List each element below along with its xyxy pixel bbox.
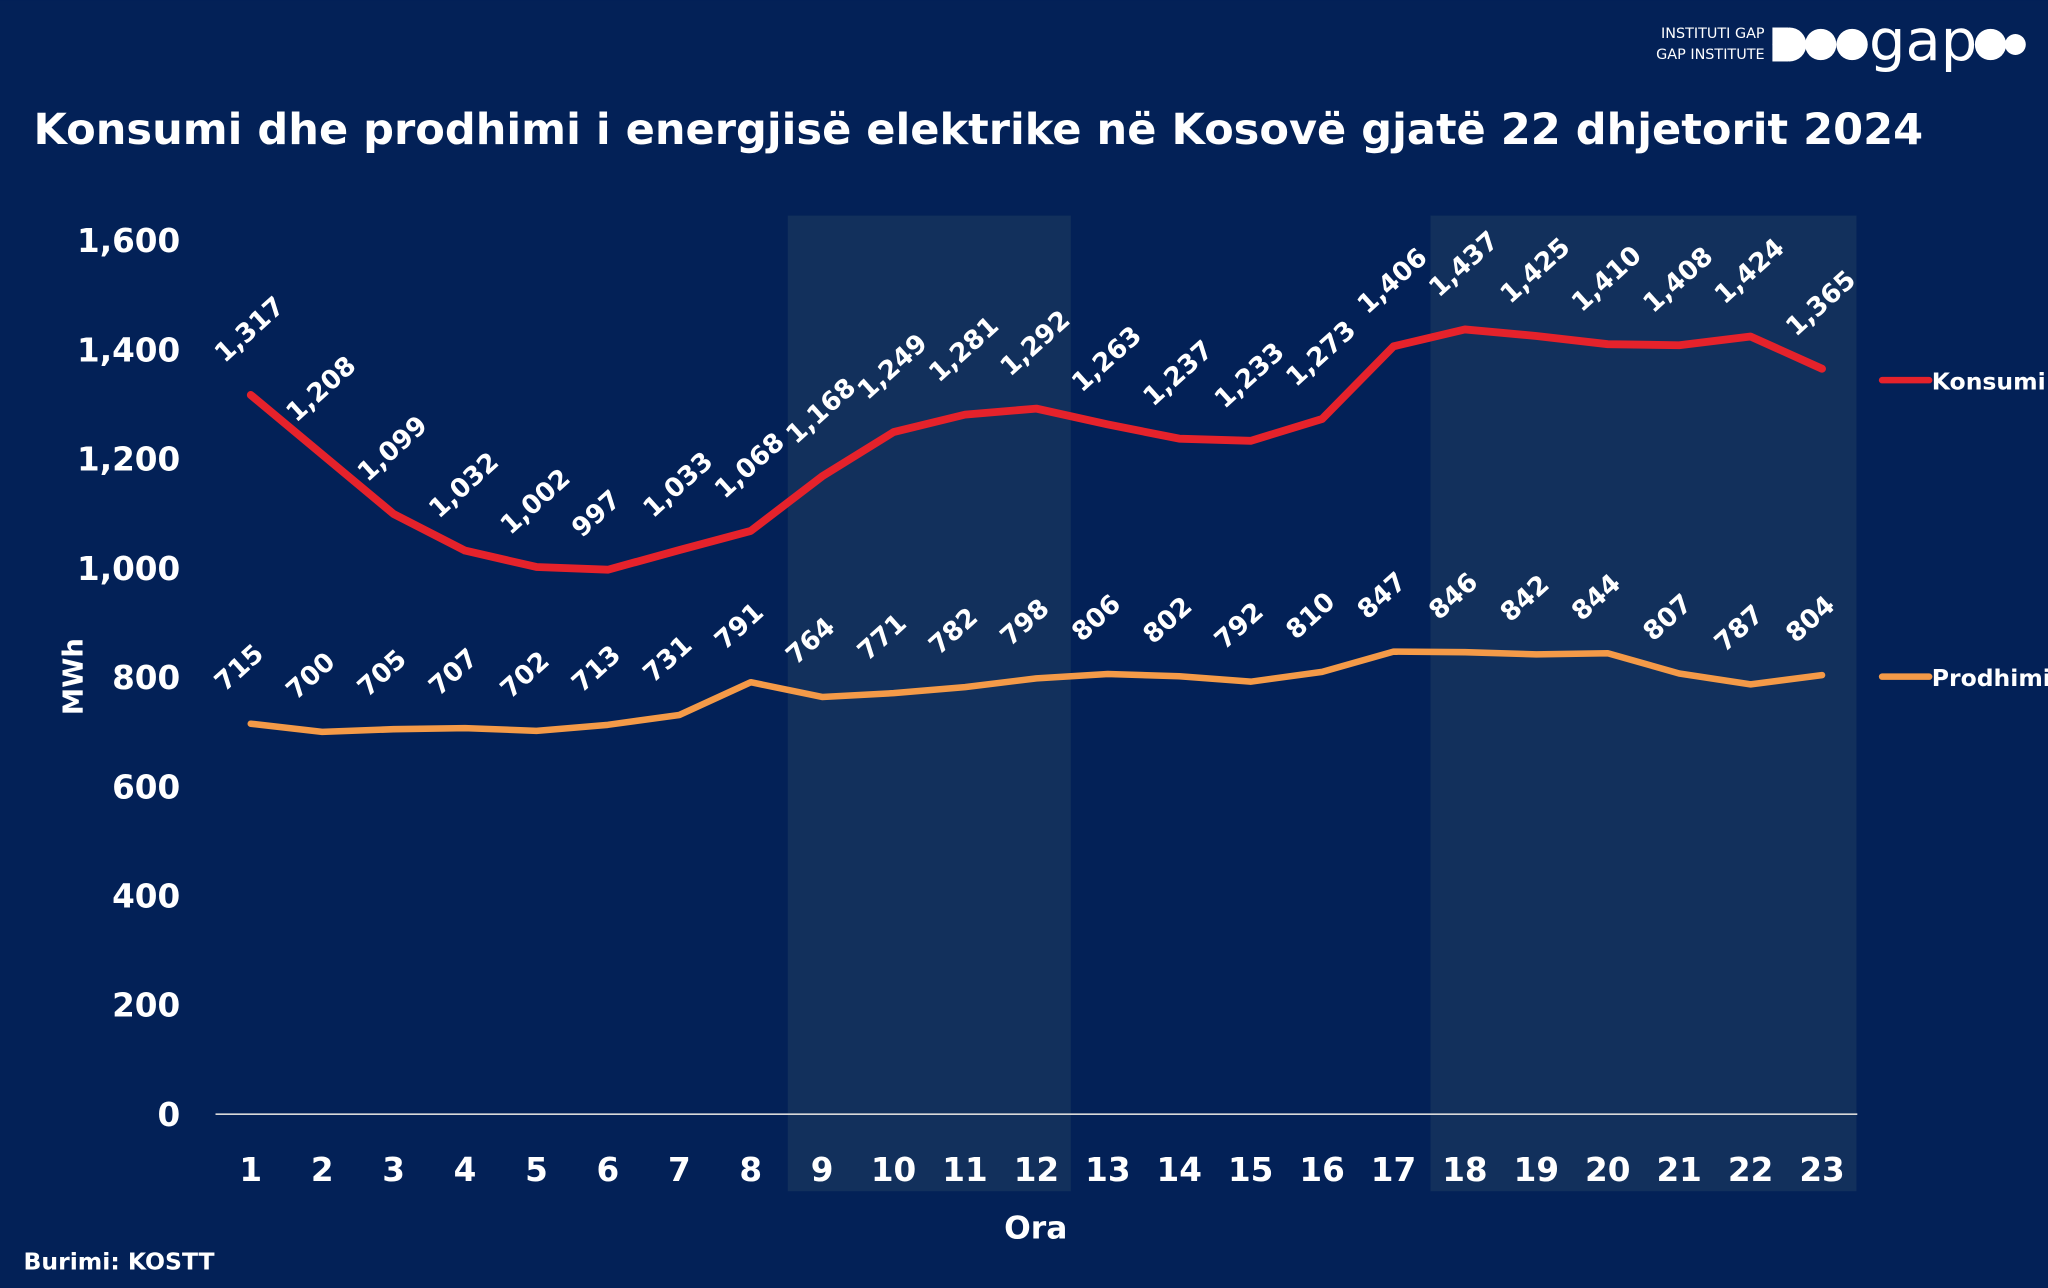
y-tick-label: 1,000 (77, 550, 180, 588)
x-axis-label: Ora (1004, 1210, 1067, 1246)
x-tick-label: 5 (525, 1151, 548, 1189)
legend-label-konsumi: Konsumi (1932, 367, 2046, 395)
y-axis-label: MWh (58, 638, 89, 715)
x-tick-label: 2 (311, 1151, 334, 1189)
x-tick-label: 22 (1728, 1151, 1773, 1189)
logo-dot (2004, 34, 2026, 55)
shaded-band (1430, 215, 1857, 1192)
y-tick-label: 0 (158, 1096, 181, 1134)
x-tick-label: 8 (739, 1151, 762, 1189)
x-tick-label: 13 (1085, 1151, 1130, 1189)
x-tick-label: 10 (871, 1151, 916, 1189)
x-tick-label: 9 (811, 1151, 834, 1189)
x-tick-label: 3 (382, 1151, 405, 1189)
y-tick-label: 600 (112, 768, 180, 806)
chart-title: Konsumi dhe prodhimi i energjisë elektri… (34, 105, 1924, 155)
x-tick-label: 21 (1656, 1151, 1701, 1189)
y-tick-label: 1,600 (77, 222, 180, 260)
logo-wordmark: gap (1869, 7, 1977, 74)
logo-line-2: GAP INSTITUTE (1656, 47, 1764, 63)
x-tick-label: 14 (1157, 1151, 1202, 1189)
x-tick-label: 20 (1585, 1151, 1630, 1189)
x-tick-label: 19 (1514, 1151, 1559, 1189)
x-tick-label: 16 (1299, 1151, 1344, 1189)
x-tick-label: 23 (1799, 1151, 1844, 1189)
x-tick-label: 15 (1228, 1151, 1273, 1189)
legend-label-prodhimi: Prodhimi (1932, 664, 2048, 692)
x-tick-label: 1 (239, 1151, 262, 1189)
shaded-band (787, 215, 1071, 1192)
y-tick-label: 1,400 (77, 331, 180, 369)
x-tick-label: 4 (454, 1151, 477, 1189)
x-tick-label: 12 (1014, 1151, 1059, 1189)
x-tick-label: 11 (942, 1151, 987, 1189)
logo: INSTITUTI GAP GAP INSTITUTE gap (1656, 7, 2026, 74)
logo-dot (1836, 28, 1868, 61)
y-tick-label: 800 (112, 659, 180, 697)
logo-dot (1805, 28, 1837, 61)
logo-dot (1974, 28, 2007, 61)
y-tick-label: 1,200 (77, 441, 180, 479)
x-tick-label: 18 (1442, 1151, 1487, 1189)
x-tick-label: 7 (668, 1151, 691, 1189)
source-note: Burimi: KOSTT (24, 1248, 215, 1276)
y-tick-label: 400 (112, 878, 180, 916)
x-tick-label: 6 (597, 1151, 620, 1189)
logo-line-1: INSTITUTI GAP (1661, 26, 1765, 42)
y-tick-label: 200 (112, 987, 180, 1025)
x-tick-label: 17 (1371, 1151, 1416, 1189)
